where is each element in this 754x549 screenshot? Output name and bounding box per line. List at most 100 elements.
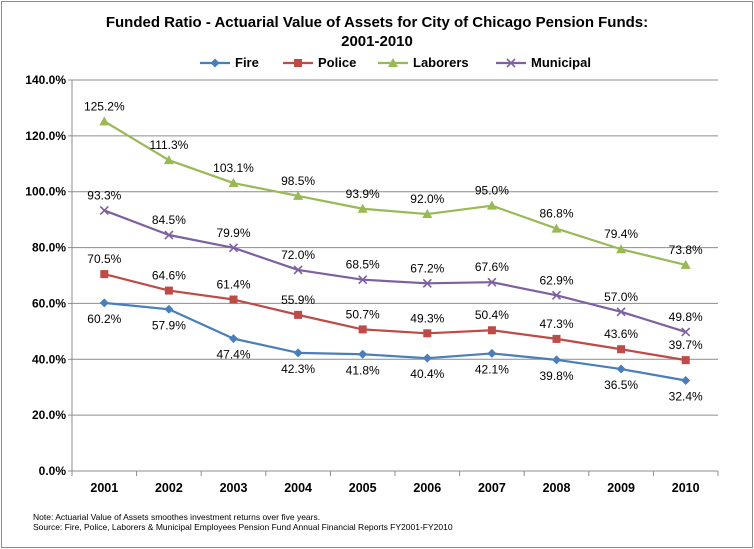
x-tick-label: 2010 [672,481,700,495]
series-municipal-data-label: 84.5% [152,213,186,227]
series-fire-data-label: 42.3% [281,362,315,376]
series-municipal-data-label: 68.5% [346,258,380,272]
y-tick-label: 80.0% [32,241,66,255]
series-police-data-label: 50.4% [475,308,509,322]
y-tick-label: 20.0% [32,408,66,422]
chart-title-line-1: Funded Ratio - Actuarial Value of Assets… [105,14,649,31]
series-fire-data-label: 60.2% [87,312,121,326]
series-laborers-data-label: 103.1% [213,161,254,175]
series-police-data-label: 49.3% [410,311,444,325]
series-fire-point [164,304,174,314]
series-municipal-point [551,290,562,300]
series-laborers-point [422,209,433,219]
legend-item-laborers: Laborers [378,55,469,70]
series-laborers-data-label: 92.0% [410,192,444,206]
series-municipal-point [358,275,368,285]
series-municipal-data-label: 93.3% [87,188,121,202]
x-tick-label: 2002 [155,481,183,495]
series-fire-data-label: 47.4% [216,348,250,362]
series-police-line [104,273,686,362]
series-laborers-point [163,155,174,165]
series-laborers-point [680,259,691,269]
y-tick-label: 0.0% [39,464,67,478]
series-police-data-label: 39.7% [669,338,703,352]
legend-item-municipal: Municipal [496,55,591,70]
x-tick-label: 2001 [90,481,118,495]
series-fire-data-label: 36.5% [604,378,638,392]
legend-label: Laborers [413,55,469,70]
legend-item-fire: Fire [200,55,259,70]
series-laborers-data-label: 79.4% [604,227,638,241]
legend-marker-municipal [506,57,516,68]
series-municipal-data-label: 67.6% [475,260,509,274]
legend-swatch-laborers [378,57,408,67]
series-municipal-data-label: 67.2% [410,261,444,275]
legend-swatch-municipal [496,57,526,68]
series-laborers-data-label: 125.2% [84,99,125,113]
series-municipal-point [487,277,497,287]
series-police-data-label: 70.5% [87,252,121,266]
x-tick-label: 2005 [349,481,377,495]
chart-notes: Note: Actuarial Value of Assets smoothes… [33,512,453,532]
series-fire-point [99,298,109,308]
y-tick-label: 40.0% [32,352,66,366]
x-tick-label: 2004 [284,481,312,495]
series-police-data-label: 61.4% [216,278,250,292]
x-tick-label: 2003 [220,481,248,495]
series-municipal-data-label: 49.8% [669,310,703,324]
series-laborers-point [293,190,304,200]
series-police-point [164,286,173,295]
series-laborers-line [103,120,686,266]
series-police-data-label: 50.7% [346,307,380,321]
series-fire-data-label: 41.8% [346,363,380,377]
series-police-data-label: 64.6% [152,269,186,283]
series-municipal-point [228,243,239,253]
legend-swatch-police [283,58,313,67]
legend-marker-police [294,58,302,67]
series-municipal-data-label: 79.9% [216,226,250,240]
series-laborers-point [357,203,368,213]
series-laborers-point [99,116,110,126]
series-municipal-line [103,209,687,333]
x-tick-label: 2009 [607,481,635,495]
series-laborers-data-label: 111.3% [149,138,188,152]
series-fire-data-label: 32.4% [669,390,703,404]
x-tick-label: 2006 [413,481,441,495]
series-police-data-label: 55.9% [281,293,315,307]
series-laborers-data-label: 93.9% [346,187,380,201]
series-fire-point [422,353,432,363]
series-police-point [229,295,238,304]
series-fire-data-label: 42.1% [475,362,509,376]
series-police: 70.5% 64.6% 61.4% 55.9% 50.7% 49.3% 50.4% 47.3%… [87,252,703,365]
series-fire-point [229,334,238,344]
legend-marker-fire [210,58,220,67]
source-text: Source: Fire, Police, Laborers & Municip… [33,522,453,532]
series-fire: 60.2% 57.9% 47.4% 42.3% 41.8% 40.4% 42.1% 39.8%… [87,298,703,404]
plot-area [72,80,718,471]
y-tick-label: 100.0% [25,185,66,199]
series-fire-point [487,348,497,358]
series-police-point [552,334,561,343]
series-municipal-point [681,327,691,337]
series-laborers-point [551,223,562,233]
series-fire-point [681,376,691,386]
series-laborers: 125.2% 111.3% 103.1% 98.5% 93.9% 92.0% 95.0% 86… [84,99,703,269]
series-police-point [100,270,109,279]
series-municipal-data-label: 57.0% [604,290,638,304]
legend-label: Police [318,55,357,70]
note-text: Note: Actuarial Value of Assets smoothes… [33,512,321,522]
legend-marker-laborers [388,57,398,67]
series-laborers-data-label: 73.8% [669,243,703,257]
series-municipal-point [164,230,174,240]
series-municipal-data-label: 62.9% [539,273,573,287]
legend-label: Fire [235,55,259,70]
y-tick-label: 120.0% [25,129,66,143]
series-municipal-point [99,205,109,215]
series-police-data-label: 47.3% [539,317,573,331]
series-fire-point [616,364,626,374]
series-police-data-label: 43.6% [604,327,638,341]
series-fire-line [104,301,686,382]
series-fire-data-label: 39.8% [539,369,573,383]
series-police-point [487,326,496,335]
series-municipal-data-label: 72.0% [281,248,315,262]
